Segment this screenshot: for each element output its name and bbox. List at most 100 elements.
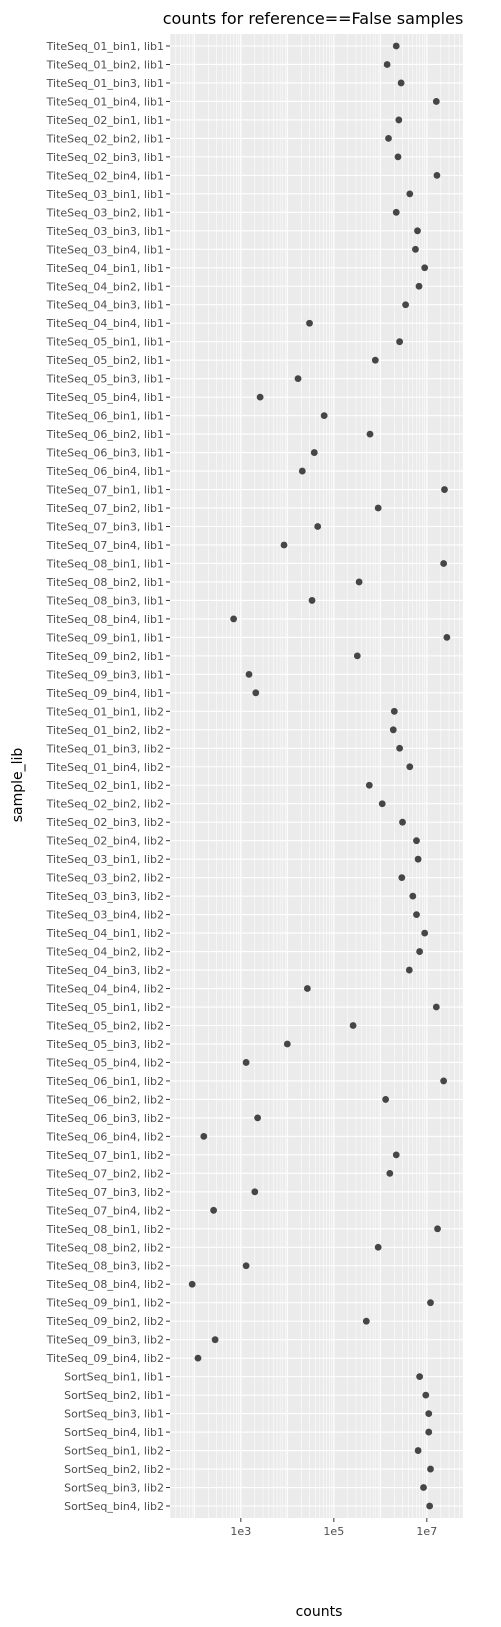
y-tick-label: TiteSeq_09_bin2, lib2	[46, 1315, 164, 1328]
data-point	[242, 1262, 250, 1270]
y-tick-label: TiteSeq_08_bin2, lib2	[46, 1241, 164, 1254]
data-point	[434, 1225, 441, 1233]
y-tick-label: TiteSeq_02_bin3, lib2	[46, 816, 164, 829]
y-tick-label: SortSeq_bin4, lib2	[64, 1500, 164, 1513]
y-tick-label: TiteSeq_06_bin4, lib1	[46, 465, 164, 478]
y-tick-label: TiteSeq_04_bin4, lib1	[46, 317, 164, 330]
data-point	[314, 523, 322, 530]
y-axis-ticks	[166, 45, 170, 1507]
data-point	[242, 1059, 250, 1066]
y-tick-label: TiteSeq_04_bin2, lib1	[46, 280, 164, 293]
data-point	[402, 301, 410, 309]
y-tick-label: TiteSeq_06_bin3, lib1	[46, 447, 164, 460]
data-point	[366, 430, 374, 438]
data-point	[395, 116, 403, 124]
data-point	[414, 855, 422, 863]
data-point	[230, 615, 238, 623]
plot-panel	[170, 34, 463, 1518]
y-tick-label: TiteSeq_09_bin3, lib1	[46, 668, 164, 681]
data-point	[406, 190, 414, 198]
y-tick-label: TiteSeq_06_bin1, lib2	[46, 1075, 164, 1088]
y-tick-label: TiteSeq_01_bin3, lib1	[46, 77, 164, 90]
data-point	[425, 1410, 433, 1417]
data-point	[399, 818, 406, 826]
y-tick-label: TiteSeq_05_bin1, lib2	[46, 1001, 164, 1014]
x-tick-label: 1e7	[416, 1525, 437, 1538]
x-axis-ticks	[240, 1518, 428, 1522]
y-tick-label: TiteSeq_07_bin4, lib1	[46, 539, 164, 552]
data-point	[355, 578, 363, 586]
data-point	[396, 338, 404, 346]
data-point	[392, 1151, 400, 1159]
data-point	[443, 633, 451, 641]
y-tick-label: TiteSeq_04_bin3, lib2	[46, 964, 164, 977]
y-tick-label: TiteSeq_07_bin1, lib1	[46, 484, 164, 497]
y-tick-label: TiteSeq_02_bin4, lib1	[46, 169, 164, 182]
y-axis-tick-labels: TiteSeq_01_bin1, lib1 TiteSeq_01_bin2, li…	[46, 40, 164, 1513]
x-tick-label: 1e3	[230, 1525, 251, 1538]
y-tick-label: TiteSeq_04_bin2, lib2	[46, 946, 164, 959]
x-tick-label: 1e5	[323, 1525, 344, 1538]
data-point	[294, 375, 302, 383]
data-point	[392, 208, 400, 216]
y-tick-label: TiteSeq_05_bin4, lib2	[46, 1056, 164, 1069]
y-tick-label: TiteSeq_08_bin3, lib1	[46, 594, 164, 607]
data-point	[310, 449, 318, 456]
data-point	[378, 800, 386, 808]
y-tick-label: TiteSeq_07_bin4, lib2	[46, 1204, 164, 1217]
y-tick-label: TiteSeq_03_bin1, lib2	[46, 853, 164, 866]
y-tick-label: TiteSeq_08_bin1, lib1	[46, 557, 164, 570]
y-tick-label: TiteSeq_08_bin4, lib1	[46, 613, 164, 626]
y-tick-label: TiteSeq_03_bin4, lib2	[46, 909, 164, 922]
y-tick-label: SortSeq_bin2, lib1	[64, 1389, 164, 1402]
y-tick-label: TiteSeq_07_bin1, lib2	[46, 1149, 164, 1162]
y-tick-label: TiteSeq_09_bin2, lib1	[46, 650, 164, 663]
x-axis-tick-labels: 1e3 1e5 1e7	[230, 1525, 437, 1538]
y-tick-label: TiteSeq_05_bin3, lib1	[46, 373, 164, 386]
data-points	[188, 42, 451, 1510]
data-point	[397, 79, 405, 87]
y-tick-label: TiteSeq_06_bin2, lib1	[46, 428, 164, 441]
data-point	[254, 1114, 262, 1122]
data-point	[390, 707, 398, 715]
y-tick-label: TiteSeq_01_bin3, lib2	[46, 742, 164, 755]
y-tick-label: TiteSeq_02_bin2, lib1	[46, 132, 164, 145]
y-tick-label: SortSeq_bin1, lib1	[64, 1371, 164, 1384]
data-point	[440, 560, 448, 567]
y-tick-label: TiteSeq_03_bin2, lib2	[46, 872, 164, 885]
y-tick-label: TiteSeq_03_bin3, lib2	[46, 890, 164, 903]
data-point	[374, 1243, 382, 1251]
data-point	[416, 1373, 424, 1381]
data-point	[425, 1428, 433, 1436]
chart-title: counts for reference==False samples	[163, 9, 464, 28]
data-point	[303, 985, 311, 992]
data-point	[320, 412, 328, 420]
y-tick-label: TiteSeq_01_bin1, lib1	[46, 40, 164, 53]
y-tick-label: TiteSeq_09_bin4, lib1	[46, 687, 164, 700]
data-point	[427, 1465, 434, 1473]
y-tick-label: TiteSeq_04_bin3, lib1	[46, 299, 164, 312]
y-tick-label: TiteSeq_04_bin1, lib2	[46, 927, 164, 940]
data-point	[211, 1336, 219, 1344]
y-tick-label: SortSeq_bin2, lib2	[64, 1463, 164, 1476]
y-tick-label: SortSeq_bin3, lib1	[64, 1408, 164, 1421]
data-point	[385, 135, 392, 142]
y-tick-label: TiteSeq_08_bin3, lib2	[46, 1260, 164, 1273]
x-axis-title: counts	[296, 1604, 343, 1620]
data-point	[362, 1317, 370, 1325]
data-point	[422, 1391, 430, 1399]
data-point	[440, 1077, 448, 1085]
data-point	[188, 1280, 196, 1288]
data-point	[382, 1096, 390, 1103]
y-tick-label: TiteSeq_05_bin2, lib1	[46, 354, 164, 367]
data-point	[283, 1040, 291, 1048]
data-point	[252, 689, 260, 697]
data-point	[251, 1188, 259, 1196]
y-tick-label: TiteSeq_08_bin1, lib2	[46, 1223, 164, 1236]
data-point	[210, 1206, 218, 1214]
data-point	[420, 1484, 427, 1491]
y-tick-label: SortSeq_bin4, lib1	[64, 1426, 164, 1439]
y-tick-label: TiteSeq_09_bin4, lib2	[46, 1352, 164, 1365]
data-point	[374, 504, 382, 512]
data-point	[349, 1022, 357, 1029]
